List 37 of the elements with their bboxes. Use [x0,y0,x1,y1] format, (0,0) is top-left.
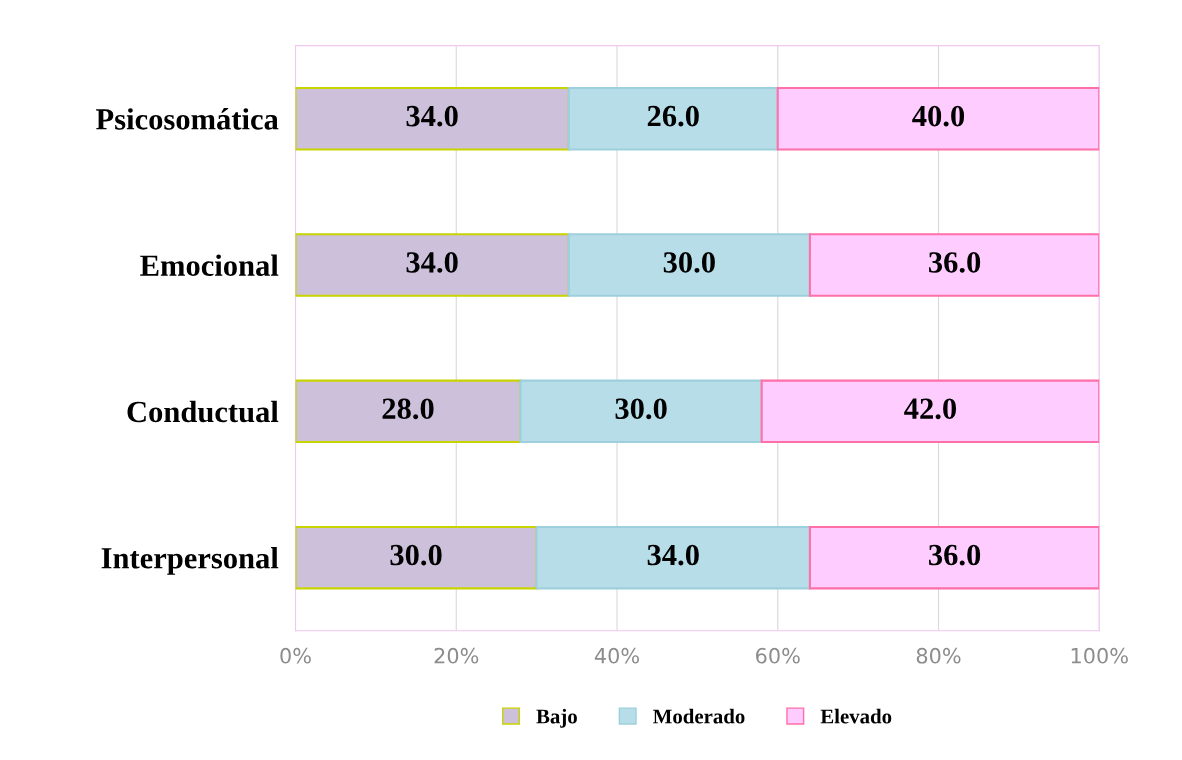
bar [808,233,1100,297]
y-tick-label: Interpersonal [101,547,279,575]
data-label: 34.0 [406,105,458,127]
x-tick-label: 40% [594,647,640,664]
data-label: 30.0 [663,252,715,273]
data-label: 26.0 [647,105,699,127]
data-label: 30.0 [615,398,667,420]
data-label: 40.0 [912,105,965,127]
legend-label: Bajo [536,708,577,728]
data-label: 36.0 [929,252,981,273]
x-tick-label: 20% [434,647,479,664]
data-label: 28.0 [382,398,434,420]
x-tick-label: 0% [280,647,311,664]
data-label: 34.0 [647,544,699,566]
bar [808,525,1100,590]
x-tick-label: 60% [756,647,800,664]
data-label: 30.0 [390,544,442,566]
x-tick-label: 100% [1071,647,1128,664]
bar [760,379,1100,444]
bar [295,379,522,444]
data-label: 36.0 [929,544,981,566]
bar [567,86,779,151]
bar [776,86,1100,151]
bar [295,525,538,590]
y-tick-label: Conductual [127,400,279,423]
data-label: 34.0 [406,252,458,273]
bar [295,86,570,151]
x-tick-label: 80% [916,647,961,664]
data-label: 42.0 [904,398,957,420]
y-tick-label: Psicosomática [96,108,279,130]
y-tick-label: Emocional [140,254,279,276]
bar [519,379,763,444]
legend-label: Moderado [653,708,745,724]
legend-label: Elevado [820,708,892,724]
bar [567,233,811,297]
bar [535,525,811,590]
bar [295,233,570,297]
